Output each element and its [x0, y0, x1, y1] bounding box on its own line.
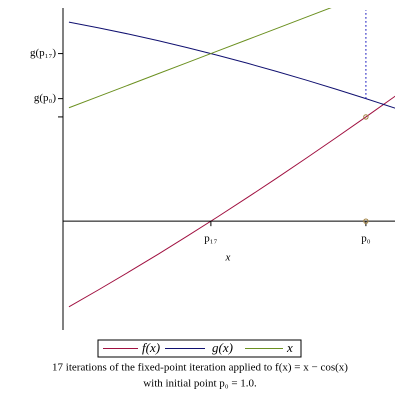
- plot-area: [68, 8, 395, 308]
- legend-label: f(x): [142, 340, 160, 355]
- iteration-point: [363, 218, 369, 224]
- caption: with initial point p₀ = 1.0.: [143, 378, 257, 390]
- y-tick-label: g(p₁₇): [30, 47, 56, 59]
- y-tick-label: g(p₀): [34, 92, 56, 104]
- legend-box: [97, 339, 302, 358]
- legend-label: x: [286, 340, 293, 355]
- series-line: [68, 8, 332, 109]
- series-line: [68, 95, 395, 308]
- x-tick-label: p₁₇: [204, 233, 217, 245]
- iteration-point: [363, 114, 369, 120]
- x-tick-label: p₀: [361, 233, 371, 245]
- series-line: [68, 21, 395, 109]
- legend-label: g(x): [212, 340, 233, 355]
- x-axis-label: x: [225, 252, 231, 264]
- caption: 17 iterations of the fixed-point iterati…: [52, 362, 348, 374]
